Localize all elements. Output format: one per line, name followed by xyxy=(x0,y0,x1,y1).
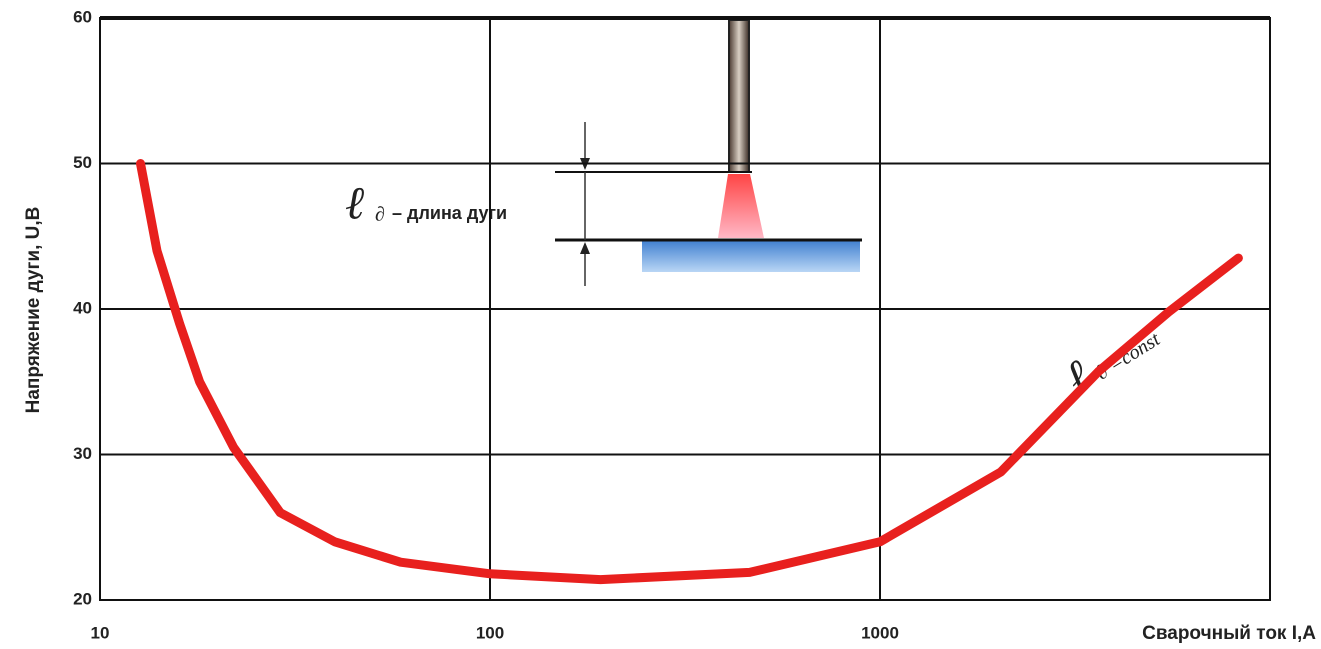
y-axis-label: Напряжение дуги, U,В xyxy=(23,207,44,414)
data-line xyxy=(136,159,1243,585)
annotation: ∂ xyxy=(375,204,385,226)
x-axis-label: Сварочный ток I,А xyxy=(1142,623,1316,644)
x-tick-label: 1000 xyxy=(861,623,899,642)
y-tick-label: 50 xyxy=(73,153,92,172)
annotation: ∂ =const xyxy=(1092,328,1164,384)
y-tick-label: 60 xyxy=(73,7,92,26)
annotation: ℓ xyxy=(345,178,365,229)
x-tick-label: 100 xyxy=(476,623,504,642)
annotation: – длина дуги xyxy=(392,203,507,223)
x-tick-label: 10 xyxy=(91,623,110,642)
y-tick-label: 40 xyxy=(73,298,92,317)
y-tick-label: 30 xyxy=(73,444,92,463)
arc-diagram xyxy=(555,19,862,286)
y-tick-label: 20 xyxy=(73,589,92,608)
